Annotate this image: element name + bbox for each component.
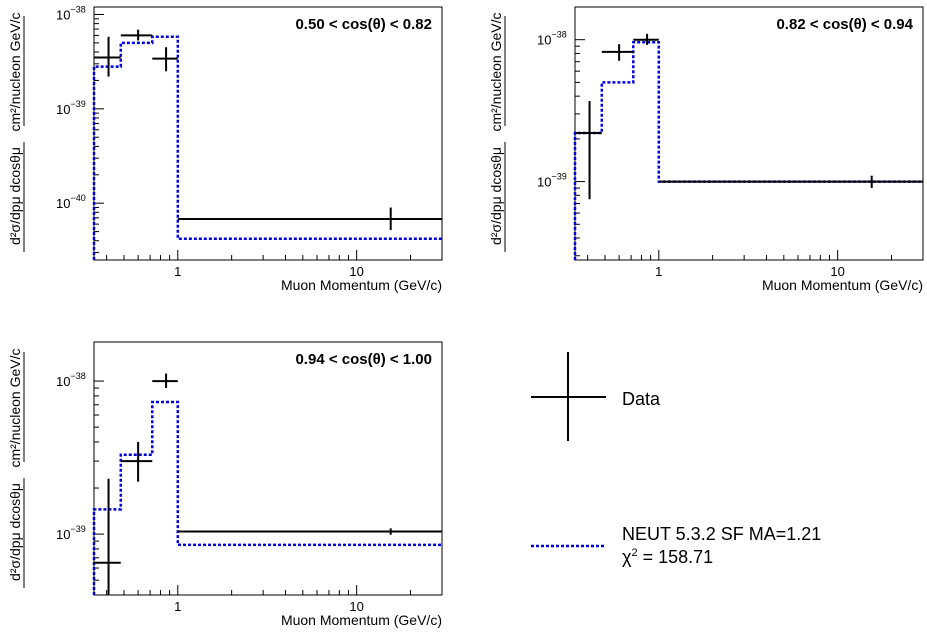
x-axis-label: Muon Momentum (GeV/c) [281,612,442,628]
x-tick-label: 1 [174,599,181,614]
y-axis-label-units: cm²/nucleon GeV/c [488,12,504,131]
legend-model-label: NEUT 5.3.2 SF MA=1.21 [622,524,821,544]
y-axis-label-quantity: d²σ/dpμ dcosθμ [7,483,23,581]
legend-chi2: χ2 = 158.71 [622,547,713,567]
model-histogram [92,35,442,260]
y-axis-label-quantity: d²σ/dpμ dcosθμ [7,147,23,245]
chart-panel-2: 1 10 10−38 10−39 Muon Momentum (GeV/c) 0.82 <… [488,6,924,293]
y-tick-label: 10−38 [56,371,86,389]
y-axis-label: cm²/nucleon GeV/c d²σ/dpμ dcosθμ [488,12,506,252]
x-tick-label: 10 [830,264,844,279]
legend-data-label: Data [622,389,661,409]
model-histogram [92,400,442,595]
x-tick-label: 1 [655,264,662,279]
model-histogram [573,40,923,260]
y-tick-label: 10−40 [56,193,86,211]
y-axis-label-units: cm²/nucleon GeV/c [7,12,23,131]
x-tick-label: 1 [174,264,181,279]
y-tick-label: 10−39 [56,524,86,542]
y-tick-label: 10−39 [56,99,86,117]
y-axis-label: cm²/nucleon GeV/c d²σ/dpμ dcosθμ [7,12,25,252]
y-tick-label: 10−38 [537,30,567,48]
y-tick-label: 10−39 [537,172,567,190]
y-axis-label: cm²/nucleon GeV/c d²σ/dpμ dcosθμ [7,348,25,588]
panel-title: 0.50 < cos(θ) < 0.82 [295,16,432,33]
panel-title: 0.94 < cos(θ) < 1.00 [295,351,432,368]
legend: Data NEUT 5.3.2 SF MA=1.21 χ2 = 158.71 [531,352,821,567]
y-axis-label-quantity: d²σ/dpμ dcosθμ [488,147,504,245]
legend-chi2-value: = 158.71 [638,547,714,567]
x-axis-label: Muon Momentum (GeV/c) [281,277,442,293]
x-tick-label: 10 [349,599,363,614]
legend-chi2-symbol: χ [622,547,632,567]
legend-chi2-exp: 2 [631,547,637,559]
x-tick-label: 10 [349,264,363,279]
panel-title: 0.82 < cos(θ) < 0.94 [776,16,913,33]
plot-frame [93,341,443,596]
plot-frame [574,6,924,261]
y-tick-label: 10−38 [56,4,86,22]
chart-panel-3: 1 10 10−38 10−39 Muon Momentum (GeV/c) 0.94 <… [7,341,443,628]
y-axis-label-units: cm²/nucleon GeV/c [7,348,23,467]
chart-panel-1: 1 10 10−38 10−39 10−40 Muon Momentum (GeV/c) 0… [7,4,443,293]
x-axis-label: Muon Momentum (GeV/c) [762,277,923,293]
